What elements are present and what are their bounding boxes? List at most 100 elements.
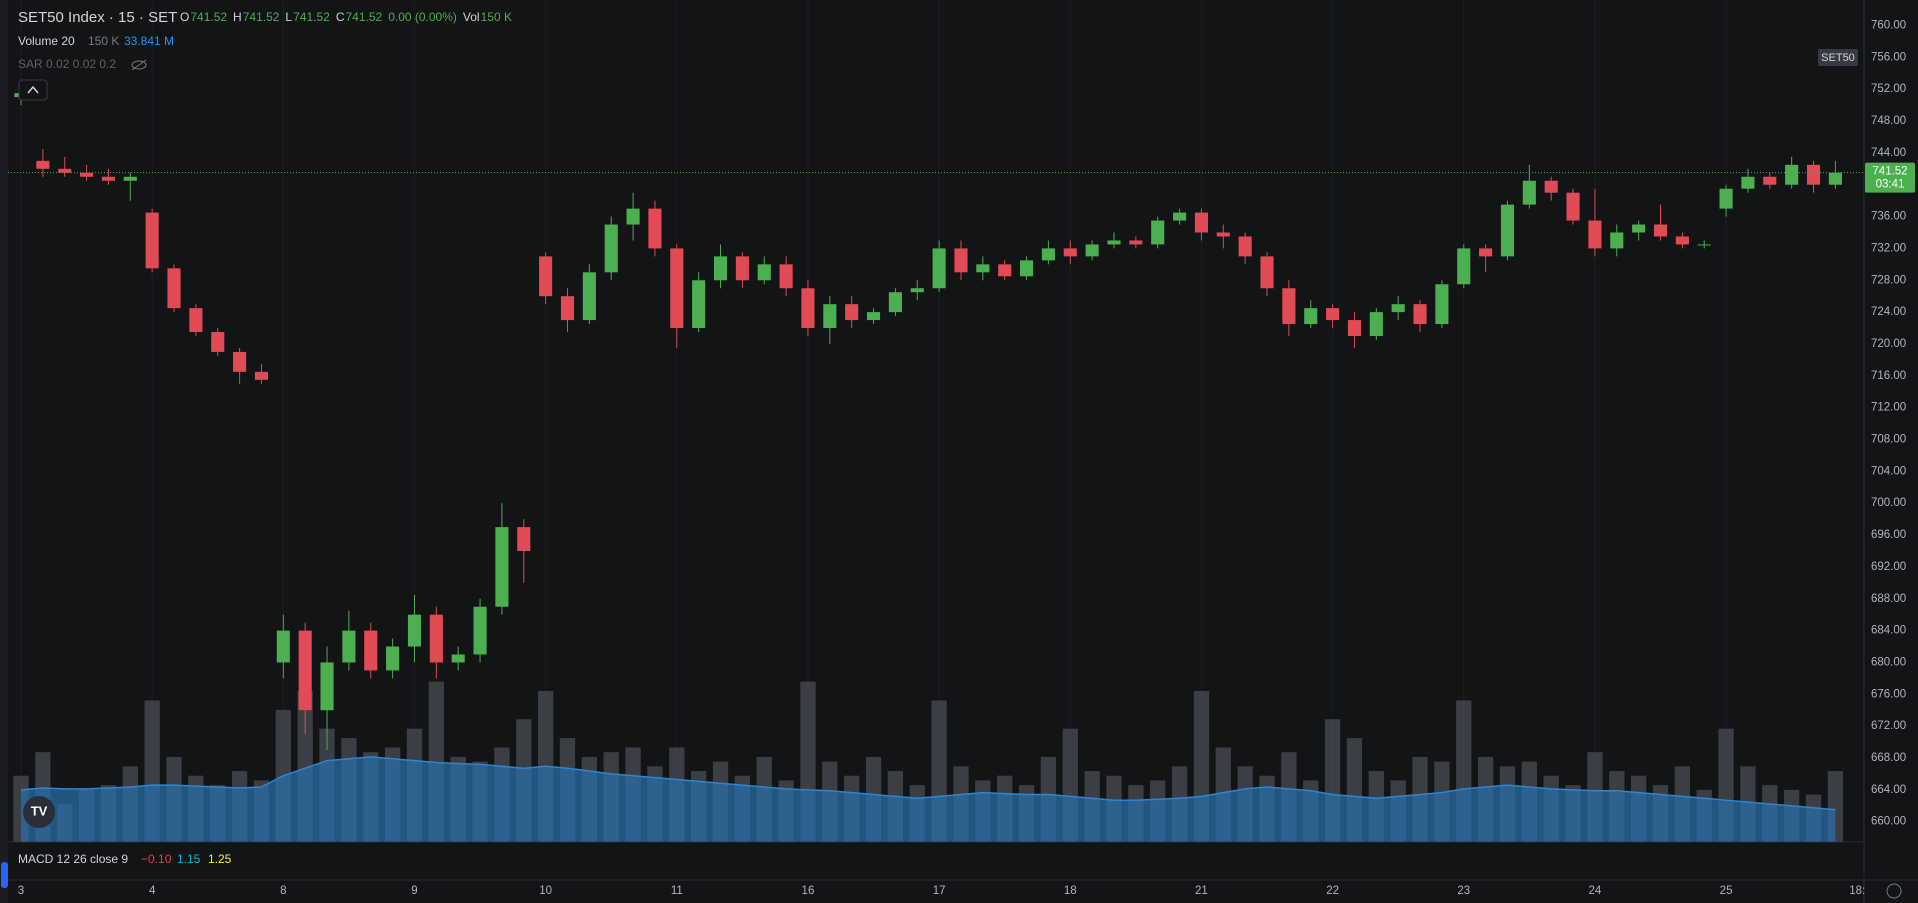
header-close: 741.52 — [345, 10, 382, 24]
candle-body — [560, 296, 575, 321]
candle-body — [320, 662, 334, 711]
candle-body — [1632, 224, 1646, 233]
candle-body — [1588, 220, 1602, 249]
candle-body — [1544, 180, 1558, 193]
candle-body — [298, 630, 312, 711]
candle-body — [1741, 176, 1755, 189]
x-tick-label: 17 — [933, 885, 946, 897]
x-tick-label: 4 — [149, 885, 156, 897]
macd-legend[interactable]: MACD 12 26 close 9 — [18, 852, 128, 866]
x-tick-label: 11 — [671, 885, 683, 897]
y-tick-label: 696.00 — [1871, 529, 1906, 541]
candle-body — [386, 646, 400, 671]
candle-body — [276, 630, 290, 663]
macd-signal: 1.15 — [177, 852, 201, 866]
logo[interactable] — [23, 796, 55, 828]
candle-body — [888, 292, 902, 313]
compare-label-box — [1818, 49, 1858, 66]
volume-legend[interactable]: Volume 20 — [18, 34, 75, 48]
candle-body — [517, 527, 531, 551]
candle-body — [1063, 248, 1077, 257]
header-vol: 150 K — [481, 10, 512, 24]
candle-body — [1479, 248, 1493, 257]
y-tick-label: 736.00 — [1871, 211, 1906, 223]
candle-body — [845, 304, 859, 321]
candle-body — [932, 248, 946, 289]
candle-body — [539, 256, 553, 297]
candle-body — [123, 176, 137, 181]
candle-body — [1697, 244, 1711, 246]
candle-body — [735, 256, 749, 281]
candle-body — [407, 614, 422, 647]
x-tick-label: 10 — [539, 885, 552, 897]
countdown-label: 03:41 — [1876, 179, 1905, 191]
x-tick-label: 22 — [1326, 885, 1339, 897]
hidden-eye-icon[interactable] — [131, 59, 147, 71]
y-tick-label: 688.00 — [1871, 593, 1906, 605]
x-tick-label: 24 — [1589, 885, 1602, 897]
settings-button[interactable] — [1886, 883, 1902, 899]
y-tick-label: 732.00 — [1871, 242, 1906, 254]
macd-value: −0.10 — [141, 852, 172, 866]
collapse-button[interactable] — [18, 79, 48, 101]
candle-body — [757, 264, 771, 281]
volume-ma-area — [21, 756, 1836, 842]
candle-body — [167, 268, 181, 309]
x-tick-label: 3 — [18, 885, 24, 897]
y-tick-label: 756.00 — [1871, 51, 1906, 63]
x-tick-label: 23 — [1457, 885, 1470, 897]
y-tick-label: 704.00 — [1871, 465, 1906, 477]
candle-body — [145, 212, 159, 269]
header-change: 0.00 (0.00%) — [388, 10, 457, 24]
candle-body — [1194, 212, 1208, 233]
header-high: 741.52 — [243, 10, 280, 24]
y-tick-label: 712.00 — [1871, 402, 1906, 414]
candle-body — [1085, 244, 1099, 257]
candle-body — [692, 280, 706, 329]
y-tick-label: 760.00 — [1871, 20, 1906, 32]
candle-body — [254, 371, 269, 380]
y-tick-label: 744.00 — [1871, 147, 1906, 159]
candle-body — [1173, 212, 1187, 221]
y-tick-label: 676.00 — [1871, 688, 1906, 700]
candle-body — [1391, 304, 1405, 313]
candle-body — [801, 288, 815, 329]
volume-ma-value: 33.841 M — [124, 34, 174, 48]
candle-body — [1238, 236, 1252, 257]
candle-body — [1326, 308, 1340, 321]
candle-body — [1806, 164, 1821, 185]
volume-legend-value: 150 K — [88, 34, 119, 48]
candle-body — [866, 312, 881, 321]
candle-body — [1369, 312, 1383, 337]
left-toolbar — [0, 0, 8, 903]
candle-body — [670, 248, 684, 329]
candle-body — [80, 172, 94, 177]
y-tick-label: 708.00 — [1871, 434, 1906, 446]
candle-body — [1457, 248, 1471, 285]
candle-body — [1347, 320, 1362, 337]
candle-body — [1282, 288, 1296, 325]
header-o-prefix: O — [180, 10, 189, 24]
y-tick-label: 724.00 — [1871, 306, 1906, 318]
y-tick-label: 680.00 — [1871, 656, 1906, 668]
sar-legend[interactable]: SAR 0.02 0.02 0.2 — [18, 57, 116, 71]
candle-body — [1435, 284, 1449, 325]
toolbar-handle[interactable] — [1, 862, 8, 888]
symbol-title[interactable]: SET50 Index · 15 · SET — [18, 9, 177, 26]
header-c-prefix: C — [336, 10, 345, 24]
x-tick-label: 21 — [1195, 885, 1208, 897]
x-tick-label: 18: — [1849, 885, 1865, 897]
candle-body — [1785, 164, 1799, 185]
candle-body — [779, 264, 793, 289]
candle-body — [364, 630, 378, 671]
y-tick-label: 728.00 — [1871, 274, 1906, 286]
candle-body — [604, 224, 618, 273]
candle-body — [429, 614, 443, 663]
candle-body — [211, 332, 225, 352]
candle-body — [1129, 240, 1143, 245]
y-tick-label: 692.00 — [1871, 561, 1906, 573]
candle-body — [1522, 180, 1536, 205]
x-tick-label: 16 — [802, 885, 815, 897]
y-tick-label: 748.00 — [1871, 115, 1906, 127]
header-l-prefix: L — [285, 10, 292, 24]
